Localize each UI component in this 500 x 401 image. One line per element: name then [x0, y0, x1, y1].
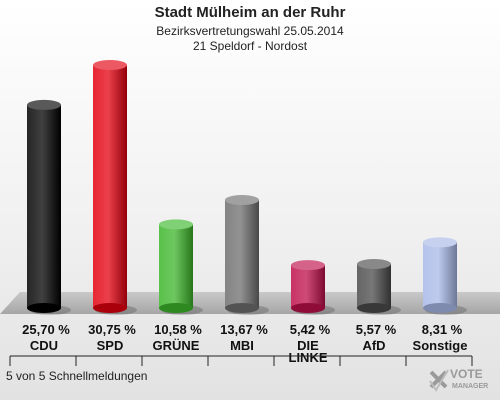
bar-top	[93, 60, 127, 70]
category-label: Sonstige	[413, 338, 468, 353]
bar	[93, 65, 127, 308]
bar	[291, 265, 325, 308]
bar-top	[225, 194, 259, 205]
value-label: 25,70 %	[22, 322, 70, 337]
bar	[27, 104, 61, 308]
value-label: 5,57 %	[356, 322, 397, 337]
status-text: 5 von 5 Schnellmeldungen	[6, 369, 148, 383]
value-label: 8,31 %	[422, 322, 463, 337]
category-label: CDU	[30, 338, 58, 353]
bar-base	[423, 303, 457, 313]
category-label: DIE	[297, 338, 319, 353]
bar	[423, 242, 457, 308]
bar-top	[357, 258, 391, 269]
bar-top	[159, 219, 193, 230]
chart-subtitle: Bezirksvertretungswahl 25.05.2014	[156, 24, 344, 38]
value-label: 10,58 %	[154, 322, 202, 337]
bar	[159, 224, 193, 308]
bar-top	[27, 99, 61, 110]
bar	[225, 199, 259, 308]
category-label: GRÜNE	[153, 338, 200, 353]
bar-base	[225, 303, 259, 313]
logo-word-manager: MANAGER	[452, 383, 489, 390]
bar-base	[159, 303, 193, 313]
category-label: SPD	[97, 338, 124, 353]
bar-base	[291, 303, 325, 313]
value-label: 13,67 %	[220, 322, 268, 337]
district-label: 21 Speldorf - Nordost	[192, 39, 308, 53]
bar-base	[357, 303, 391, 313]
value-label: 5,42 %	[290, 322, 331, 337]
ballot-check-icon	[429, 369, 449, 392]
category-label: AfD	[362, 338, 385, 353]
bar-base	[27, 303, 61, 313]
chart-title: Stadt Mülheim an der Ruhr	[154, 4, 346, 21]
logo-word-vote: VOTE	[450, 367, 483, 381]
category-label: MBI	[230, 338, 254, 353]
vote-manager-logo: VOTE MANAGER	[428, 366, 496, 396]
bar	[357, 263, 391, 308]
bar-top	[291, 260, 325, 271]
bar-top	[423, 237, 457, 248]
category-label: LINKE	[289, 350, 328, 365]
bar-base	[93, 303, 127, 313]
value-label: 30,75 %	[88, 322, 136, 337]
